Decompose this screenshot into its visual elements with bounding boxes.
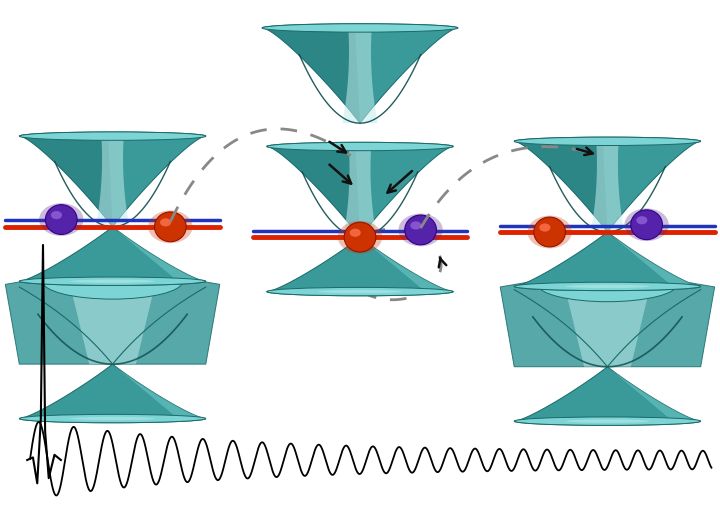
Polygon shape [267, 142, 453, 237]
Polygon shape [360, 237, 453, 292]
Ellipse shape [45, 205, 77, 234]
Polygon shape [267, 142, 360, 237]
Polygon shape [565, 282, 649, 367]
Polygon shape [500, 281, 715, 367]
Polygon shape [590, 141, 624, 232]
Polygon shape [514, 137, 608, 232]
Ellipse shape [262, 24, 458, 32]
Ellipse shape [514, 417, 701, 425]
Ellipse shape [514, 282, 701, 291]
Ellipse shape [514, 137, 701, 145]
Polygon shape [514, 367, 701, 425]
Ellipse shape [398, 214, 443, 246]
Polygon shape [262, 24, 458, 123]
Ellipse shape [344, 222, 376, 252]
Ellipse shape [42, 264, 182, 299]
Ellipse shape [71, 417, 155, 420]
Polygon shape [19, 364, 206, 423]
Ellipse shape [565, 285, 649, 288]
Ellipse shape [71, 280, 155, 283]
Polygon shape [267, 237, 453, 296]
Ellipse shape [350, 229, 361, 237]
Ellipse shape [534, 217, 565, 247]
Ellipse shape [51, 211, 62, 219]
Ellipse shape [160, 218, 171, 227]
Polygon shape [262, 24, 360, 123]
Ellipse shape [19, 414, 206, 423]
Ellipse shape [267, 142, 453, 151]
Ellipse shape [539, 224, 550, 232]
Polygon shape [19, 132, 112, 227]
Polygon shape [112, 227, 206, 281]
Ellipse shape [410, 221, 421, 230]
Polygon shape [608, 367, 701, 421]
Ellipse shape [338, 221, 382, 254]
Ellipse shape [318, 290, 402, 293]
Ellipse shape [19, 132, 206, 140]
Polygon shape [514, 137, 701, 232]
Polygon shape [343, 28, 377, 123]
Polygon shape [19, 132, 206, 227]
Ellipse shape [565, 419, 649, 423]
Ellipse shape [624, 208, 669, 241]
Polygon shape [514, 232, 701, 291]
Ellipse shape [636, 216, 647, 225]
Polygon shape [96, 136, 130, 227]
Ellipse shape [267, 288, 453, 296]
Ellipse shape [405, 215, 436, 245]
Ellipse shape [528, 216, 572, 249]
Polygon shape [71, 280, 155, 364]
Polygon shape [112, 364, 206, 418]
Polygon shape [608, 232, 701, 287]
Ellipse shape [19, 277, 206, 286]
Polygon shape [5, 278, 220, 364]
Ellipse shape [39, 203, 84, 236]
Ellipse shape [631, 210, 662, 240]
Polygon shape [19, 227, 206, 286]
Ellipse shape [155, 212, 186, 242]
Polygon shape [343, 146, 377, 237]
Ellipse shape [148, 210, 192, 243]
Ellipse shape [538, 267, 678, 302]
